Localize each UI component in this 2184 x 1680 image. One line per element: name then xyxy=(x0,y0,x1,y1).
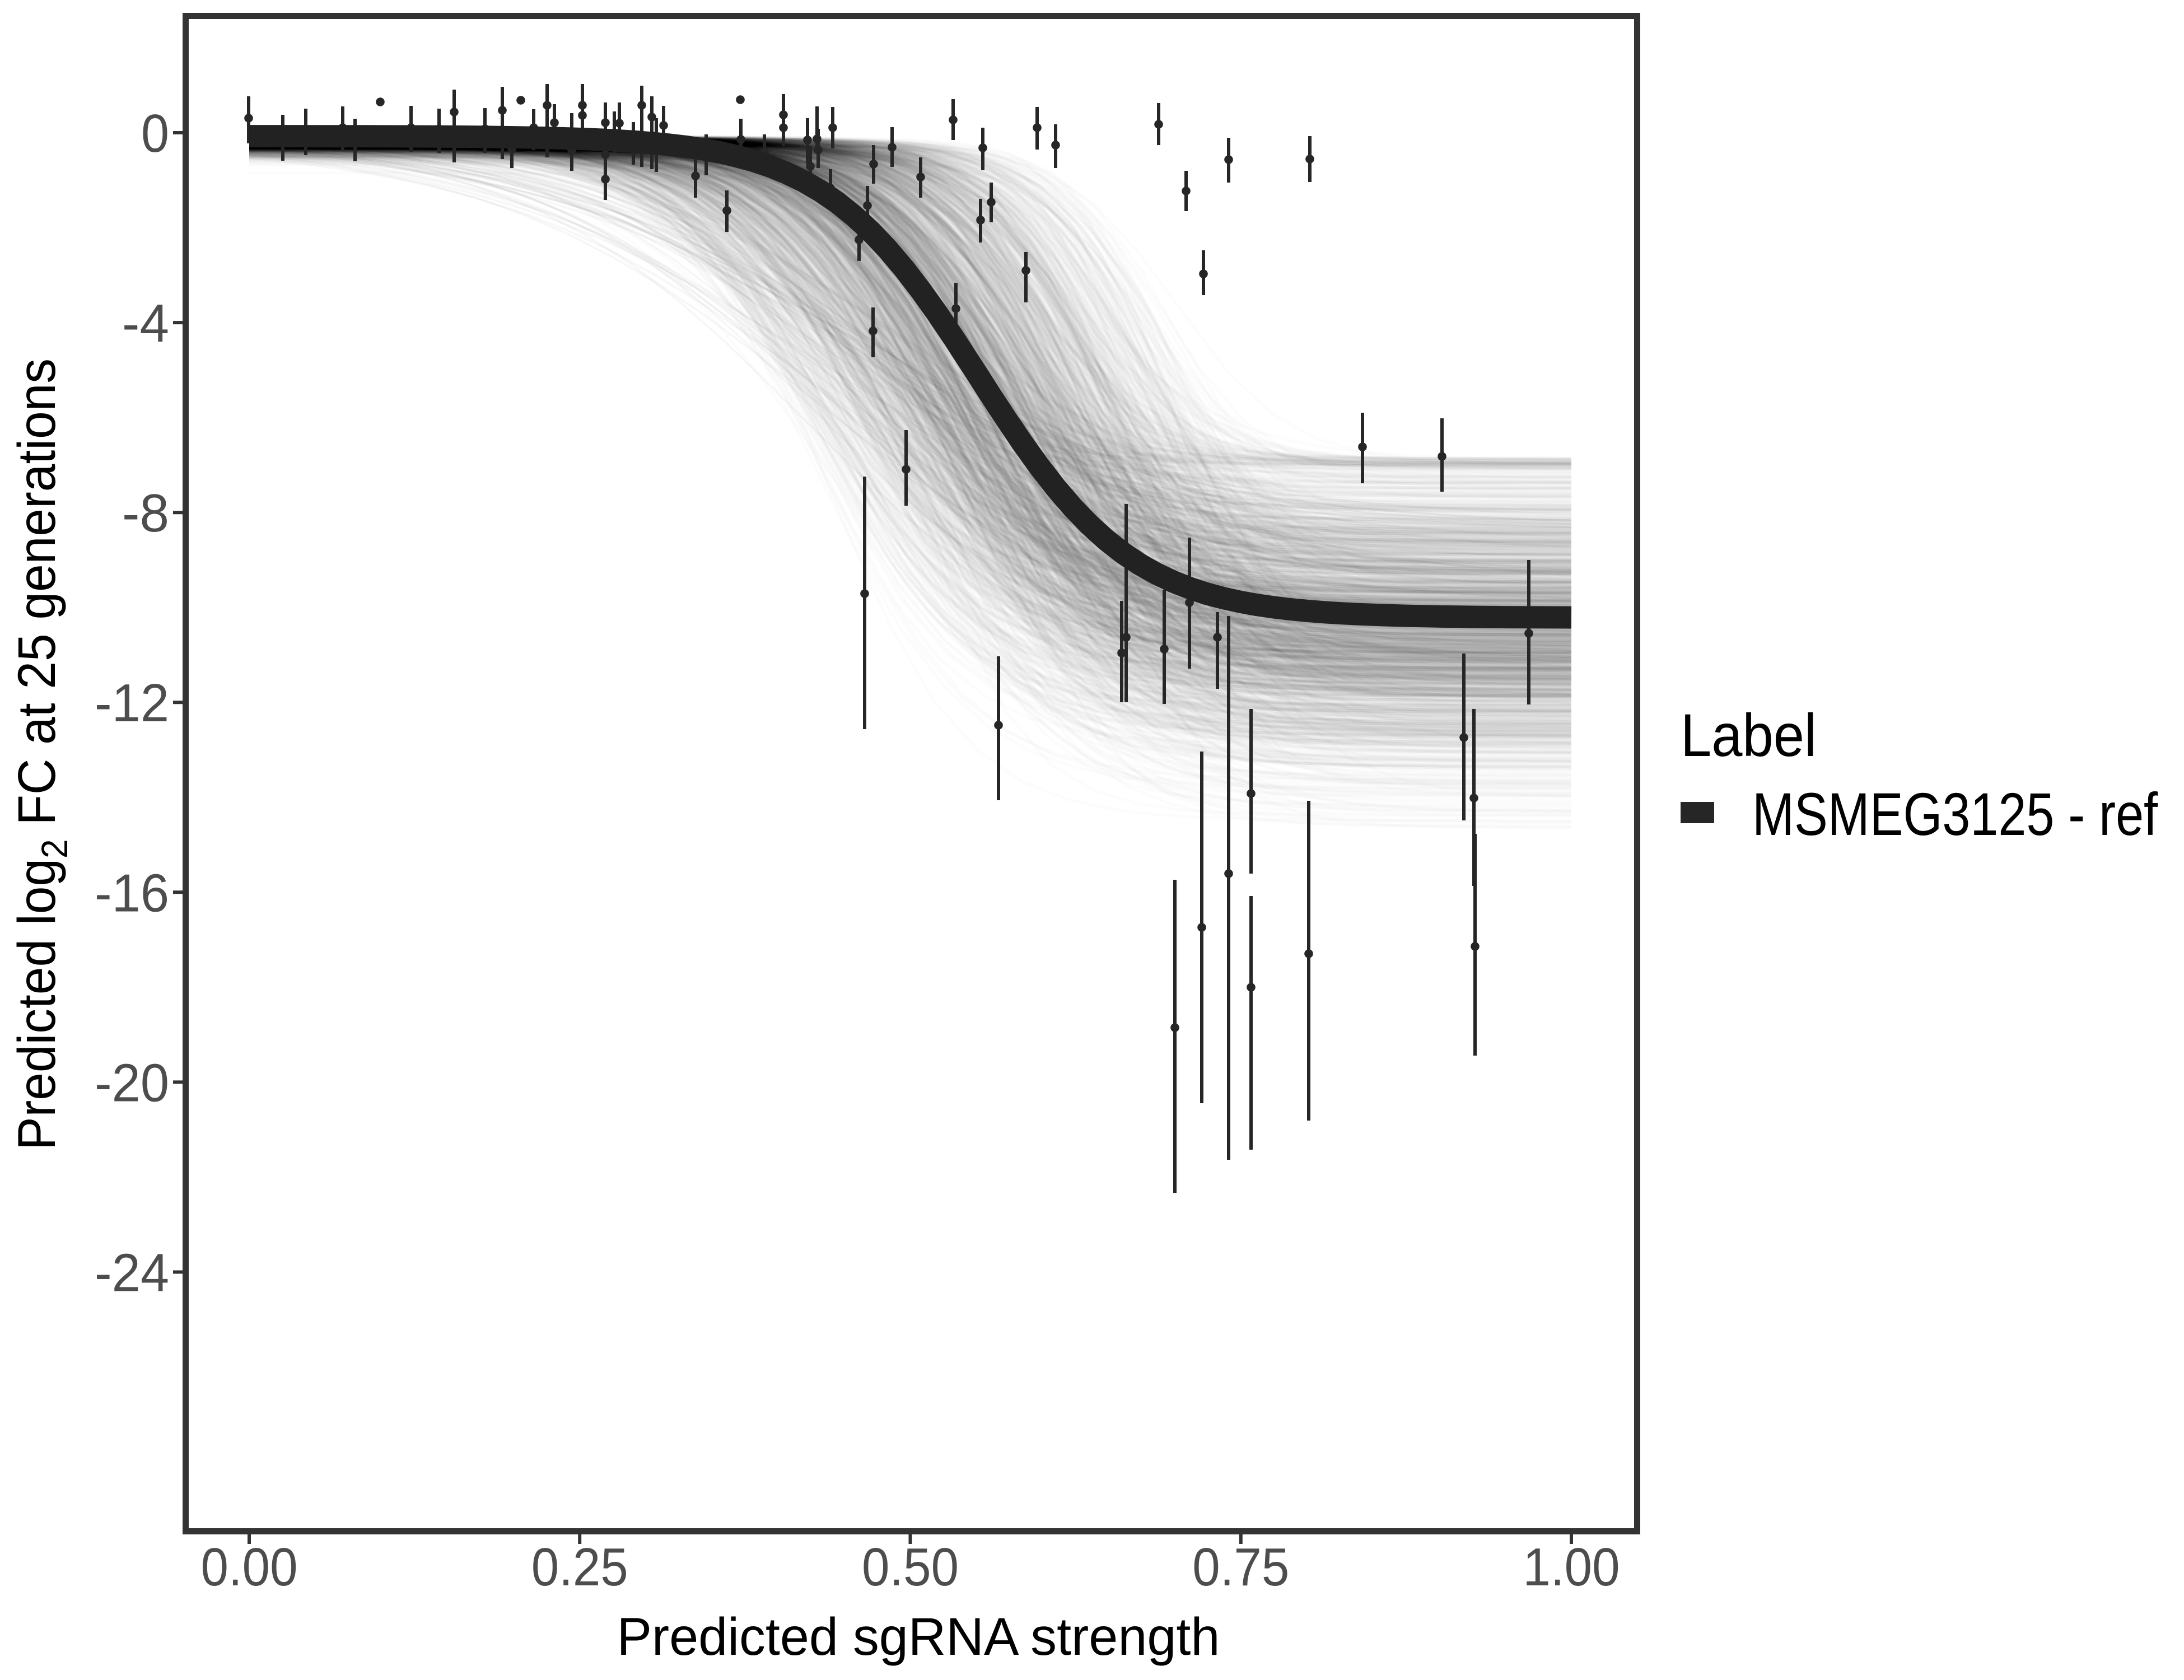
svg-text:-8: -8 xyxy=(122,483,169,543)
svg-text:0.75: 0.75 xyxy=(1192,1537,1289,1597)
svg-text:-4: -4 xyxy=(122,293,169,353)
svg-text:Predicted sgRNA strength: Predicted sgRNA strength xyxy=(617,1607,1220,1667)
svg-text:0.00: 0.00 xyxy=(201,1537,298,1597)
svg-text:-20: -20 xyxy=(95,1053,169,1113)
svg-text:0.25: 0.25 xyxy=(531,1537,628,1597)
svg-text:0.50: 0.50 xyxy=(862,1537,959,1597)
svg-text:Label: Label xyxy=(1681,701,1817,769)
svg-text:Predicted log2 FC at 25 gener: Predicted log2 FC at 25 generations xyxy=(7,358,75,1150)
svg-text:-24: -24 xyxy=(95,1243,169,1303)
svg-text:-12: -12 xyxy=(95,673,169,733)
svg-text:1.00: 1.00 xyxy=(1523,1537,1620,1597)
svg-text:-16: -16 xyxy=(95,863,169,923)
svg-text:0: 0 xyxy=(141,104,169,164)
svg-text:MSMEG3125 - ref: MSMEG3125 - ref xyxy=(1752,780,2158,848)
